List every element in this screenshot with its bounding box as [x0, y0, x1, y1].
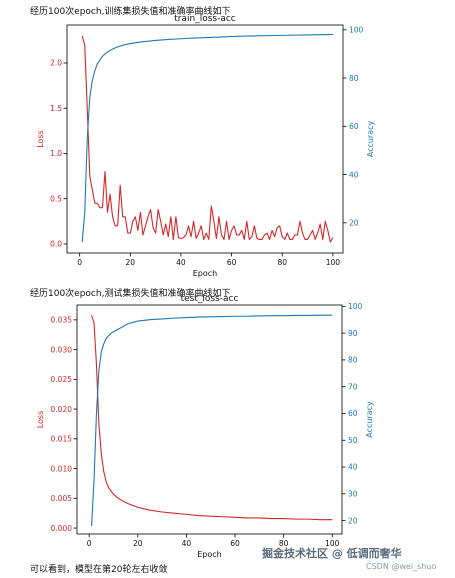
- right-y-tick-label: 90: [348, 329, 358, 338]
- watermark-sub: CSDN @wei_shuo: [366, 562, 437, 571]
- plot-frame: [66, 24, 344, 254]
- x-tick-label: 80: [277, 258, 287, 267]
- x-tick-label: 0: [87, 539, 92, 548]
- left-y-tick-label: 1.5: [50, 104, 62, 113]
- train-caption: 经历100次epoch,训练集损失值和准确率曲线如下: [30, 7, 231, 17]
- watermark-main: 掘金技术社区 @ 低调而奢华: [262, 547, 402, 560]
- left-y-tick-label: 0.0: [50, 240, 62, 249]
- right-y-tick-label: 50: [348, 436, 358, 445]
- conclusion-caption: 可以看到，模型在第20轮左右收敛: [30, 565, 168, 575]
- x-tick-label: 60: [230, 539, 240, 548]
- right-y-axis-label: Accuracy: [366, 120, 375, 157]
- x-tick-label: 40: [176, 258, 186, 267]
- x-axis-label: Epoch: [193, 269, 218, 278]
- right-y-tick-label: 100: [349, 26, 364, 35]
- x-tick-label: 0: [77, 258, 82, 267]
- x-axis-label: Epoch: [197, 550, 222, 559]
- left-y-tick-label: 0.020: [51, 405, 73, 414]
- x-tick-label: 20: [126, 258, 136, 267]
- right-y-tick-label: 40: [349, 170, 359, 179]
- right-y-axis-label: Accuracy: [365, 401, 374, 438]
- x-tick-label: 100: [325, 539, 340, 548]
- x-tick-label: 20: [133, 539, 143, 548]
- train-loss-acc-chart: train_loss-acc 0 20 40 60 80 100 Epoch 0.0 0.5 1.0…: [36, 14, 375, 278]
- right-y-tick-label: 20: [349, 219, 359, 228]
- test-caption: 经历100次epoch,测试集损失值和准确率曲线如下: [30, 289, 231, 299]
- test-loss-acc-chart: test_loss-acc 0 20 40 60 80 100 Epoch 0.000 0.005…: [36, 294, 374, 559]
- loss-line: [81, 35, 334, 243]
- left-y-axis-label: Loss: [36, 130, 45, 148]
- right-y-tick-label: 40: [348, 463, 358, 472]
- chart-title: test_loss-acc: [181, 294, 239, 304]
- right-y-tick-label: 70: [348, 382, 358, 391]
- left-y-tick-label: 0.000: [51, 524, 73, 533]
- right-y-tick-label: 80: [349, 74, 359, 83]
- right-y-tick-label: 80: [348, 356, 358, 365]
- chart-title: train_loss-acc: [174, 14, 236, 24]
- accuracy-line: [81, 33, 333, 243]
- left-y-tick-label: 0.010: [51, 464, 73, 473]
- left-y-axis-label: Loss: [36, 411, 45, 429]
- loss-line: [91, 314, 333, 521]
- left-y-tick-label: 0.5: [50, 194, 62, 203]
- right-y-tick-label: 20: [348, 516, 358, 525]
- x-tick-label: 100: [326, 258, 341, 267]
- left-y-tick-label: 0.025: [51, 375, 73, 384]
- left-y-tick-label: 2.0: [50, 59, 62, 68]
- x-tick-label: 60: [227, 258, 237, 267]
- x-tick-label: 40: [182, 539, 192, 548]
- left-y-tick-label: 0.015: [51, 435, 73, 444]
- x-tick-label: 80: [279, 539, 289, 548]
- left-y-tick-label: 0.005: [51, 494, 73, 503]
- right-y-tick-label: 100: [348, 302, 363, 311]
- left-y-tick-label: 0.030: [51, 345, 73, 354]
- left-y-tick-label: 0.035: [51, 316, 73, 325]
- right-y-tick-label: 60: [348, 409, 358, 418]
- accuracy-line: [91, 314, 333, 526]
- right-y-tick-label: 60: [349, 122, 359, 131]
- right-y-tick-label: 30: [348, 490, 358, 499]
- plot-frame: [76, 304, 343, 535]
- left-y-tick-label: 1.0: [50, 149, 62, 158]
